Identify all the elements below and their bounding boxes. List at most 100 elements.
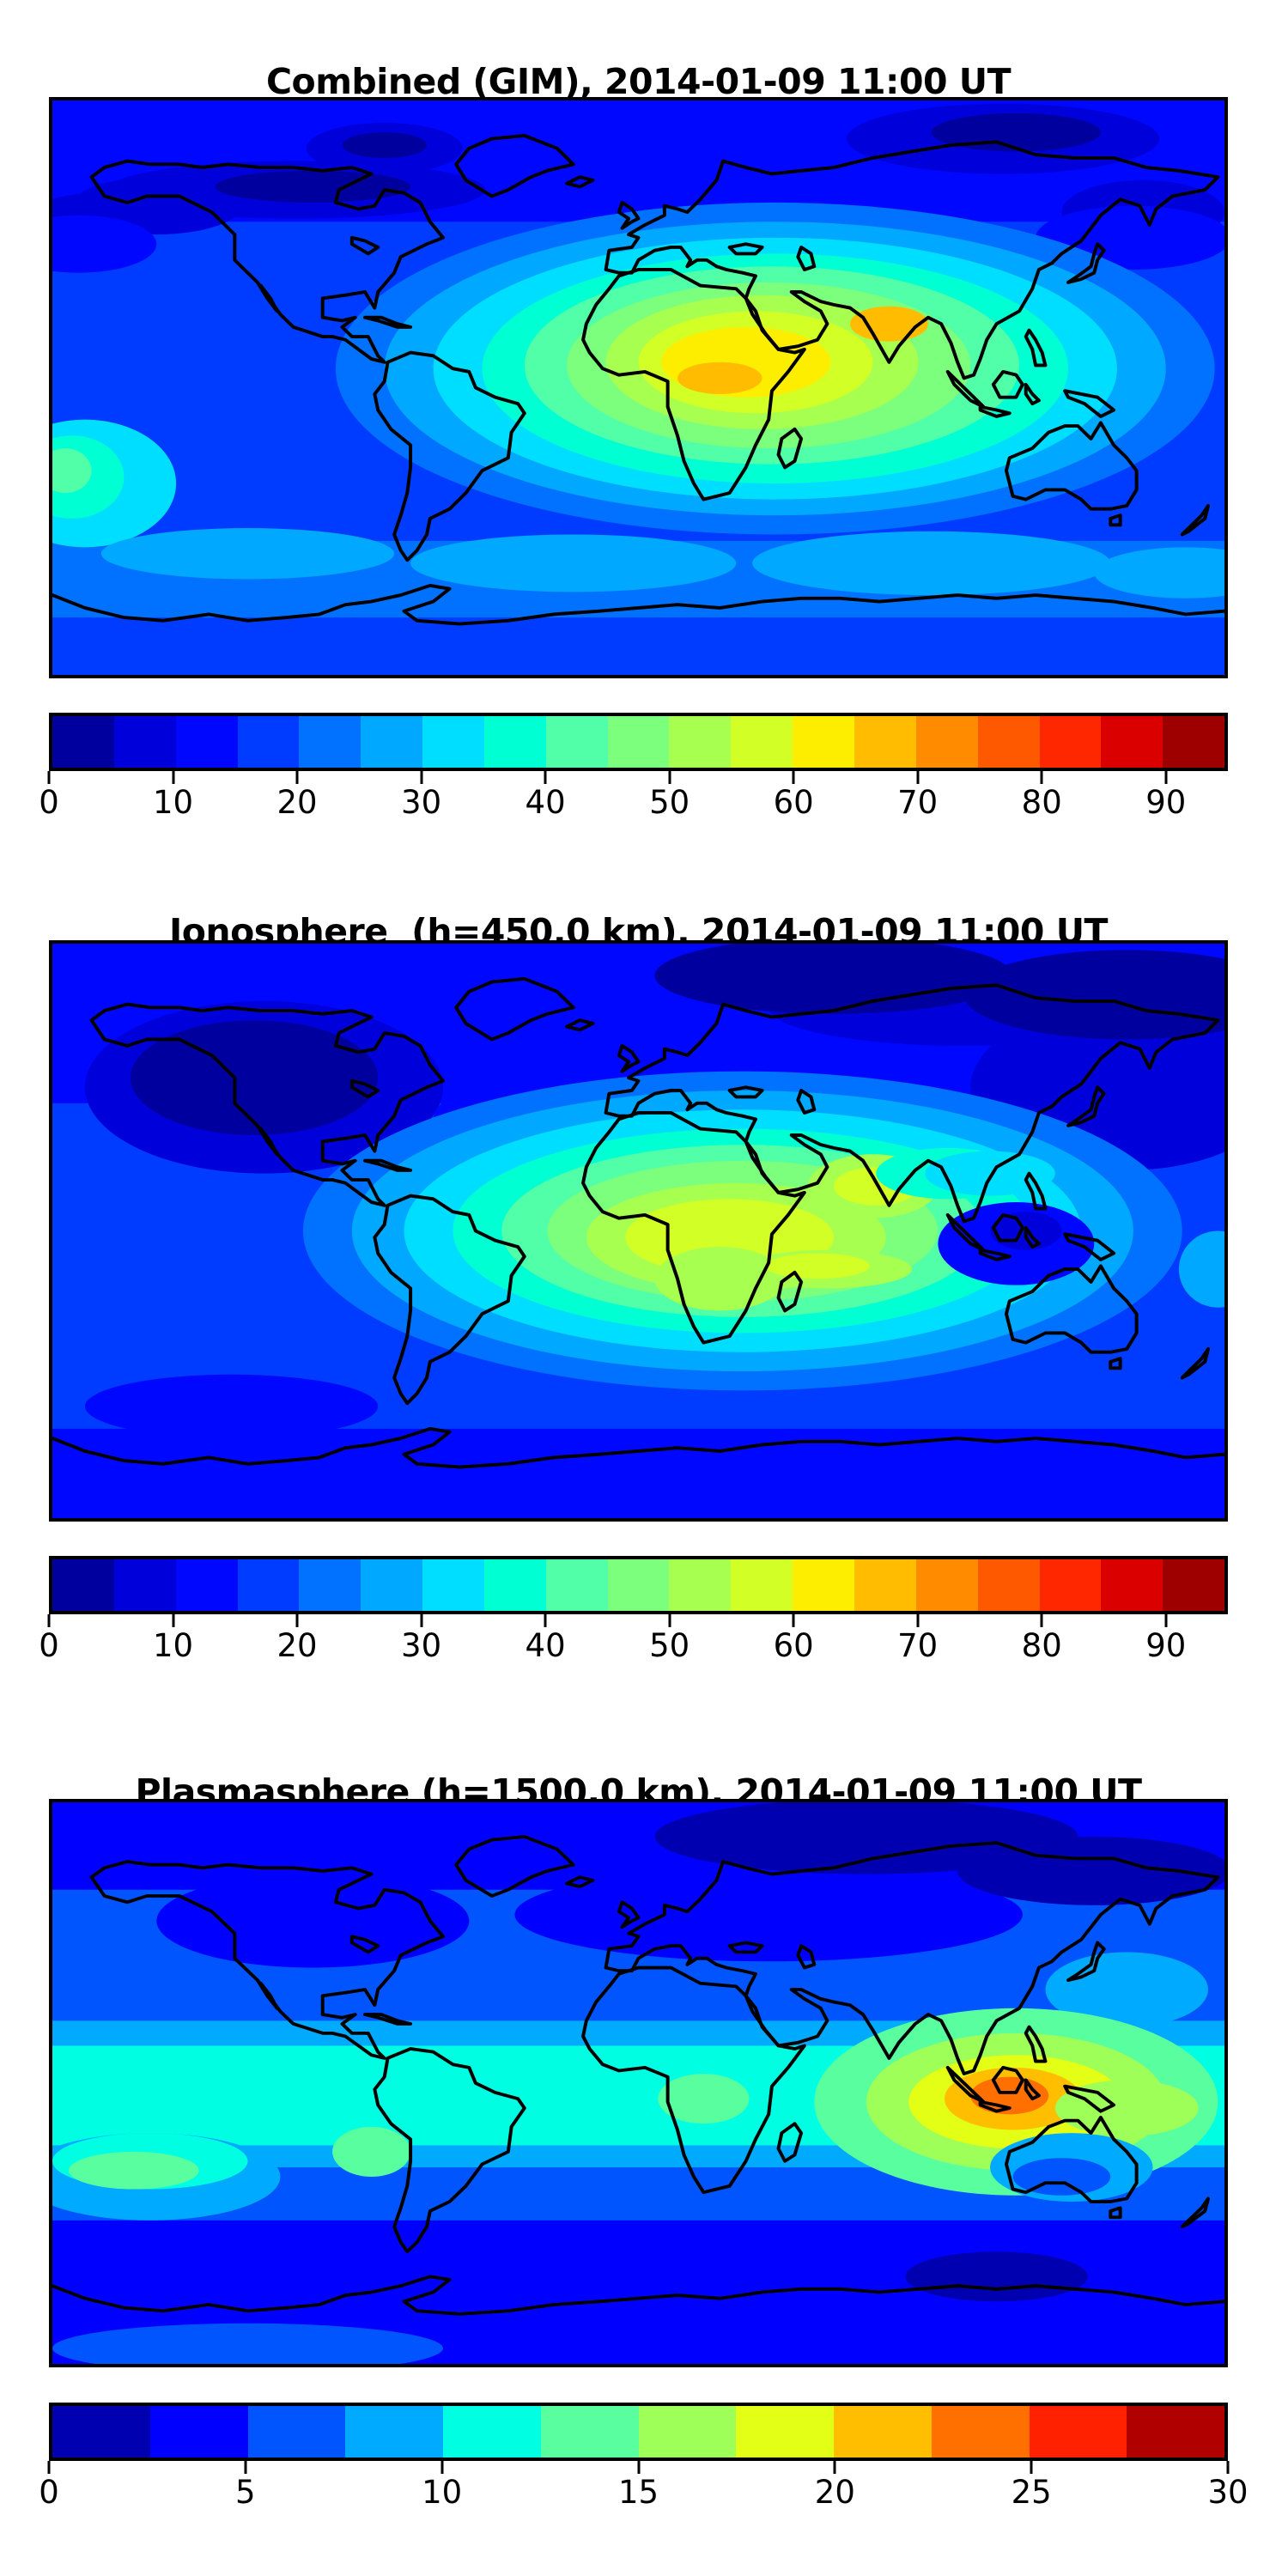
colorbar-tick	[47, 1614, 51, 1627]
colorbar-tick-label: 20	[814, 2474, 855, 2511]
colorbar-segment	[113, 1559, 176, 1611]
colorbar-tick	[792, 1614, 795, 1627]
colorbar-segment	[52, 1559, 114, 1611]
colorbar-tick-label: 15	[617, 2474, 659, 2511]
colorbar-segment	[1163, 1559, 1225, 1611]
colorbar-segment	[422, 716, 484, 768]
colorbar-tick-label: 5	[235, 2474, 256, 2511]
colorbar-tick-label: 60	[773, 784, 814, 821]
colorbar-tick-label: 30	[1207, 2474, 1249, 2511]
colorbar-segment	[793, 1559, 854, 1611]
colorbar-tick-label: 10	[422, 2474, 463, 2511]
map-plasmasphere	[49, 1799, 1228, 2367]
colorbar-segment	[977, 716, 1040, 768]
colorbar-tick-label: 30	[401, 1627, 442, 1664]
colorbar-segment	[361, 1559, 423, 1611]
colorbar-tick	[1040, 771, 1043, 784]
colorbar-segment	[1039, 716, 1102, 768]
colorbar-segment	[175, 716, 238, 768]
colorbar-segment	[52, 716, 114, 768]
panel-title-combined: Combined (GIM), 2014-01-09 11:00 UT	[265, 61, 1012, 103]
colorbar-segment	[175, 1559, 238, 1611]
colorbar-axis-plasmasphere: 0 5 10 15 20 25 30	[39, 2461, 1249, 2523]
map-combined	[49, 97, 1228, 678]
colorbar-tick	[544, 771, 547, 784]
contour-field	[52, 1802, 1224, 2364]
colorbar-segment	[483, 716, 546, 768]
colorbar-segment	[237, 716, 300, 768]
colorbar-tick	[1164, 771, 1168, 784]
colorbar-segment	[1039, 1559, 1102, 1611]
colorbar-segment	[52, 2406, 150, 2458]
world-map-combined-svg	[52, 100, 1224, 675]
colorbar-axis-ionosphere: 0 10 20 30 40 50 60 70 80 90	[39, 1614, 1228, 1676]
colorbar-segment	[731, 716, 793, 768]
colorbar-tick-label: 50	[649, 1627, 690, 1664]
colorbar-tick	[47, 2461, 51, 2474]
colorbar-tick-label: 80	[1021, 1627, 1062, 1664]
colorbar-tick	[668, 771, 671, 784]
colorbar-segment	[736, 2406, 834, 2458]
colorbar-segment	[422, 1559, 484, 1611]
colorbar-tick	[1226, 2461, 1230, 2474]
colorbar-segment	[299, 716, 361, 768]
colorbar-segment	[669, 1559, 732, 1611]
colorbar-segment	[237, 1559, 300, 1611]
colorbar-segment	[113, 716, 176, 768]
colorbar-tick-label: 20	[276, 1627, 318, 1664]
colorbar-axis-combined: 0 10 20 30 40 50 60 70 80 90	[39, 771, 1228, 833]
colorbar-segment	[915, 716, 978, 768]
colorbar-segment	[669, 716, 732, 768]
colorbar-segment	[793, 716, 854, 768]
colorbar-segment	[483, 1559, 546, 1611]
coastlines	[52, 976, 1224, 1469]
world-map-plasmasphere-svg	[52, 1802, 1224, 2364]
coastlines	[52, 1835, 1224, 2316]
colorbar-tick-label: 25	[1011, 2474, 1052, 2511]
colorbar-tick-label: 40	[525, 1627, 566, 1664]
colorbar-segment	[1029, 2406, 1127, 2458]
colorbar-tick-label: 20	[276, 784, 318, 821]
colorbar-tick	[295, 1614, 299, 1627]
colorbar-tick-label: 90	[1145, 1627, 1187, 1664]
colorbar-tick-label: 40	[525, 784, 566, 821]
colorbar-tick-label: 70	[897, 1627, 939, 1664]
colorbar-tick	[1030, 2461, 1033, 2474]
colorbar-tick-label: 70	[897, 784, 939, 821]
colorbar-tick-label: 60	[773, 1627, 814, 1664]
colorbar-tick	[420, 771, 423, 784]
colorbar-segment	[834, 2406, 932, 2458]
colorbar-tick	[172, 1614, 175, 1627]
colorbar-segment	[1101, 1559, 1163, 1611]
colorbar-tick	[47, 771, 51, 784]
colorbar-segment	[545, 716, 608, 768]
colorbar-tick-label: 10	[152, 1627, 194, 1664]
colorbar-segment	[545, 1559, 608, 1611]
colorbar-tick-label: 0	[39, 2474, 59, 2511]
colorbar-tick	[172, 771, 175, 784]
colorbar-tick	[637, 2461, 640, 2474]
colorbar-segment	[361, 716, 423, 768]
colorbar-tick	[1164, 1614, 1168, 1627]
colorbar-tick-label: 0	[39, 784, 59, 821]
colorbar-segment	[854, 716, 916, 768]
colorbar-tick-label: 80	[1021, 784, 1062, 821]
colorbar-segment	[1163, 716, 1225, 768]
colorbar-segment	[540, 2406, 639, 2458]
colorbar-segment	[638, 2406, 737, 2458]
colorbar-tick-label: 50	[649, 784, 690, 821]
colorbar-tick	[244, 2461, 247, 2474]
colorbar-segment	[731, 1559, 793, 1611]
colorbar-tick	[668, 1614, 671, 1627]
colorbar-segment	[915, 1559, 978, 1611]
colorbar-tick	[833, 2461, 836, 2474]
colorbar-tick-label: 0	[39, 1627, 59, 1664]
colorbar-segment	[345, 2406, 443, 2458]
colorbar-combined	[49, 713, 1228, 771]
colorbar-tick-label: 10	[152, 784, 194, 821]
colorbar-tick	[440, 2461, 444, 2474]
colorbar-segment	[607, 1559, 670, 1611]
colorbar-tick	[544, 1614, 547, 1627]
colorbar-tick	[420, 1614, 423, 1627]
